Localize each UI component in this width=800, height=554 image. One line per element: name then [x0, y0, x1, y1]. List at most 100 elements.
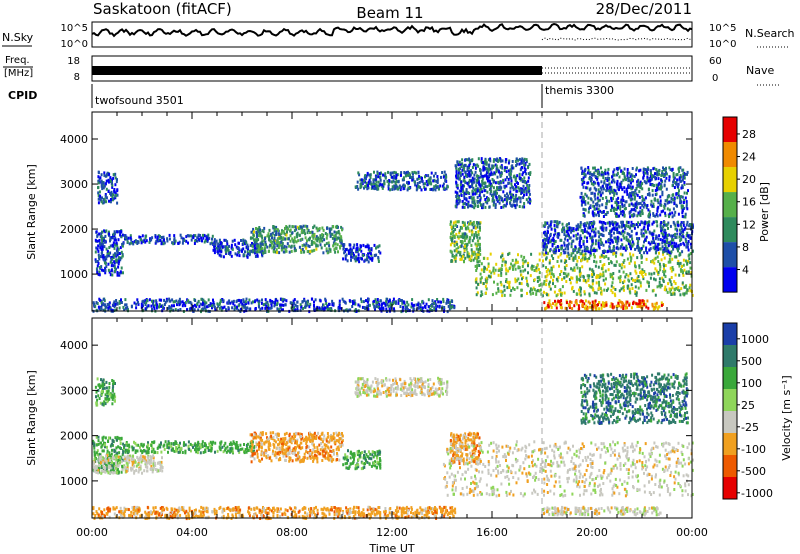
data-cell [630, 187, 633, 191]
data-cell [482, 161, 484, 165]
data-cell [600, 303, 603, 307]
data-cell [592, 183, 595, 187]
data-cell [477, 157, 480, 161]
data-cell [504, 263, 507, 267]
data-cell [581, 200, 584, 204]
data-cell [449, 220, 452, 224]
data-cell [576, 237, 578, 241]
data-cell [500, 283, 503, 287]
data-cell [598, 220, 601, 224]
data-cell [243, 254, 246, 258]
data-cell [440, 175, 442, 179]
data-cell [628, 211, 631, 214]
data-cell [656, 255, 659, 259]
data-cell [400, 171, 403, 175]
data-cell [523, 260, 526, 264]
data-cell [220, 250, 223, 254]
data-cell [691, 249, 694, 253]
data-cell [489, 173, 492, 177]
data-cell [628, 261, 631, 265]
data-cell [662, 270, 665, 274]
data-cell [404, 171, 407, 175]
data-cell [668, 208, 671, 212]
data-cell [253, 241, 256, 245]
data-cell [549, 223, 552, 226]
data-cell [144, 236, 147, 240]
data-cell [676, 288, 679, 291]
data-cell [538, 289, 541, 293]
data-cell [647, 281, 650, 285]
data-cell [556, 221, 559, 225]
data-cell [100, 200, 103, 204]
data-cell [101, 247, 104, 251]
data-cell [547, 268, 550, 272]
data-cell [632, 193, 634, 197]
data-cell [107, 178, 110, 182]
data-cell [688, 234, 691, 238]
data-cell [611, 249, 614, 253]
data-cell [490, 189, 493, 193]
data-cell [246, 245, 249, 249]
data-cell [237, 250, 240, 254]
data-cell [652, 239, 655, 243]
data-cell [564, 267, 567, 271]
data-cell [168, 237, 171, 241]
data-cell [591, 243, 594, 247]
data-cell [512, 199, 515, 203]
data-cell [644, 303, 647, 307]
data-cell [193, 303, 196, 307]
data-cell [468, 160, 471, 164]
data-cell [181, 300, 184, 304]
data-cell [434, 188, 437, 192]
data-cell [594, 299, 597, 303]
data-cell [627, 220, 630, 224]
data-cell [398, 298, 401, 302]
data-cell [686, 245, 689, 249]
data-cell [468, 178, 471, 182]
data-cell [449, 235, 452, 239]
data-cell [476, 264, 479, 268]
data-cell [588, 221, 591, 225]
data-cell [560, 244, 563, 248]
data-cell [588, 256, 591, 260]
data-cell [458, 189, 461, 193]
data-cell [630, 194, 633, 198]
data-cell [427, 298, 430, 302]
data-cell [108, 270, 111, 274]
data-cell [461, 255, 464, 259]
data-cell [512, 264, 515, 268]
data-cell [642, 167, 645, 171]
data-cell [483, 194, 486, 198]
data-cell [650, 272, 653, 276]
freq-left-bottom-tick: 8 [74, 72, 80, 83]
data-cell [130, 304, 133, 308]
data-cell [485, 171, 488, 174]
data-cell [101, 268, 103, 272]
data-cell [160, 242, 163, 246]
data-cell [630, 277, 633, 281]
data-cell [620, 266, 623, 270]
data-cell [461, 220, 464, 224]
data-cell [309, 250, 312, 254]
data-cell [686, 220, 689, 224]
data-cell [452, 221, 455, 225]
data-cell [506, 200, 508, 204]
data-cell [581, 265, 584, 269]
data-cell [214, 308, 217, 312]
data-cell [260, 248, 263, 251]
data-cell [400, 173, 402, 177]
data-cell [371, 256, 374, 260]
data-cell [670, 200, 673, 204]
data-cell [361, 181, 364, 185]
data-cell [599, 286, 602, 290]
data-cell [521, 190, 524, 194]
data-cell [642, 234, 645, 238]
data-cell [101, 242, 104, 246]
data-cell [660, 210, 663, 214]
data-cell [560, 259, 563, 263]
data-cell [505, 268, 508, 272]
data-cell [365, 185, 368, 189]
data-cell [648, 284, 650, 288]
data-cell [363, 176, 366, 180]
data-cell [579, 252, 582, 256]
